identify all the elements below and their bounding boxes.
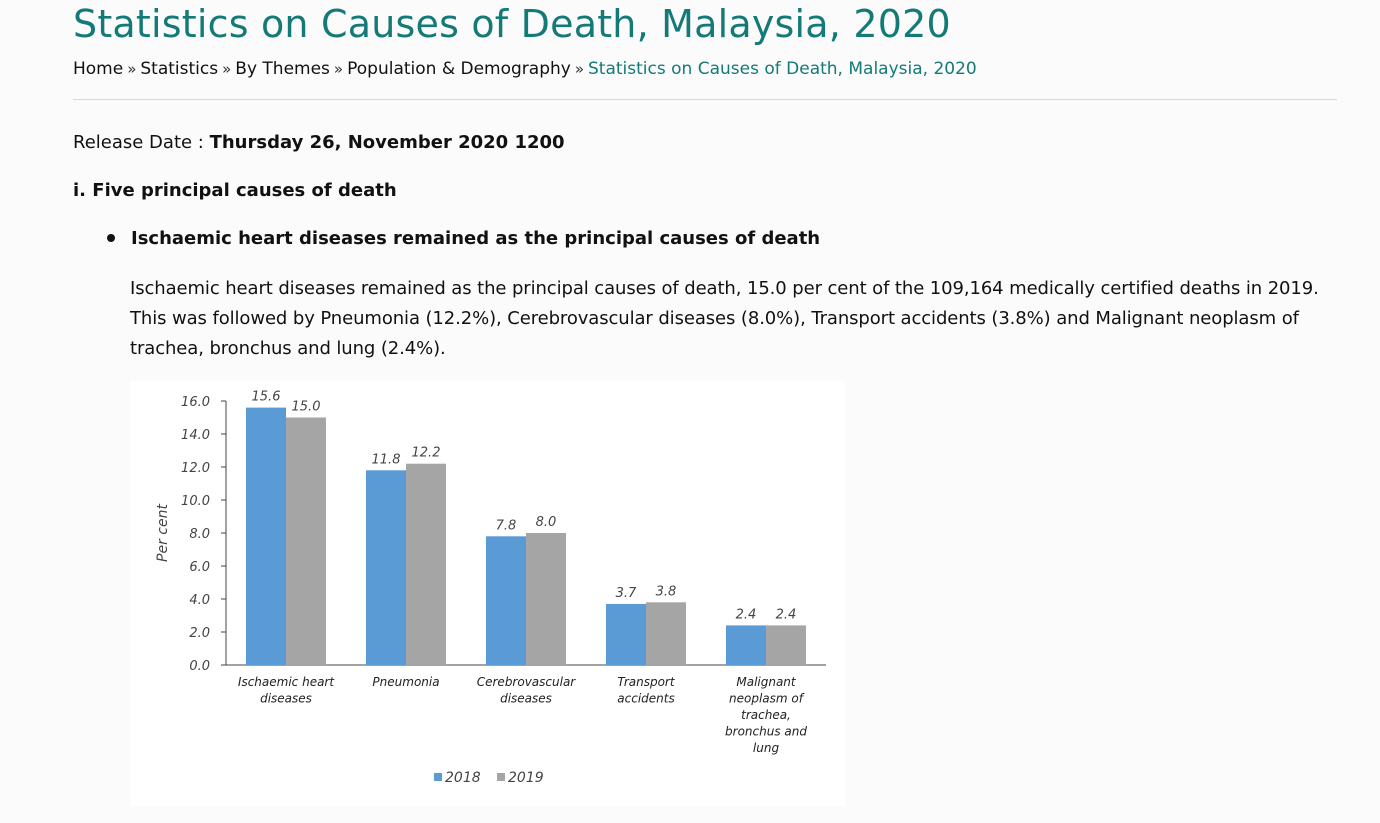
category-label: accidents [617,692,674,706]
bar-2018-3 [606,603,646,665]
bar-2019-3 [646,602,686,665]
y-tick-label: 6.0 [189,560,210,575]
release-date-label: Release Date : [73,132,210,153]
category-label: Cerebrovascular [477,675,577,689]
legend-swatch-2018 [434,773,442,781]
legend-swatch-2019 [497,773,505,781]
breadcrumb-current: Statistics on Causes of Death, Malaysia,… [588,59,977,79]
category-label: bronchus and [725,725,807,739]
causes-of-death-chart: 0.0 2.0 4.0 6.0 8.0 10.0 12.0 14.0 16.0 Per cent 1… [130,381,845,806]
bullet-text: Ischaemic heart diseases remained as the… [131,228,821,249]
header-divider [73,99,1337,100]
y-tick-label: 2.0 [189,626,210,641]
data-label: 8.0 [536,515,557,530]
breadcrumb-separator: » [222,60,232,78]
y-axis-title: Per cent [155,504,171,562]
category-label: diseases [500,692,552,706]
breadcrumb-home-link[interactable]: Home [73,59,124,79]
release-date: Release Date : Thursday 26, November 202… [73,132,565,153]
data-label: 3.7 [616,586,637,601]
y-tick-label: 10.0 [181,494,210,509]
breadcrumb-separator: » [333,60,344,78]
breadcrumb-separator: » [574,60,585,78]
breadcrumb-statistics-link[interactable]: Statistics [140,59,219,79]
data-label: 7.8 [496,518,517,533]
bar-2019-1 [406,463,446,665]
category-label: Pneumonia [372,675,439,689]
data-label: 2.4 [736,607,757,622]
bar-2019-0 [286,417,326,665]
section-heading: i. Five principal causes of death [73,180,397,201]
chart-svg: 0.0 2.0 4.0 6.0 8.0 10.0 12.0 14.0 16.0 Per cent 1… [155,390,826,786]
y-tick-label: 16.0 [181,395,210,410]
y-tick-label: 0.0 [189,659,210,674]
release-date-value: Thursday 26, November 2020 1200 [209,132,565,153]
bar-2018-0 [246,407,286,665]
data-label: 2.4 [776,607,797,622]
category-label: lung [753,741,780,755]
y-tick-label: 12.0 [181,461,210,476]
bullet-dot-icon [107,233,115,242]
bullet-item: Ischaemic heart diseases remained as the… [104,228,820,249]
data-label: 3.8 [656,584,677,599]
y-tick-label: 8.0 [189,527,210,542]
bar-2018-1 [366,470,406,665]
breadcrumb-separator: » [127,60,137,78]
category-label: neoplasm of [729,692,805,706]
bar-2019-4 [766,625,806,665]
category-label: Ischaemic heart [238,675,335,689]
breadcrumb-by-themes-link[interactable]: By Themes [235,59,330,79]
data-label: 15.6 [252,390,281,405]
legend-label: 2018 [445,770,481,786]
breadcrumb: Home» Statistics» By Themes» Population & D… [73,59,977,79]
bar-2018-4 [726,625,766,665]
page-title: Statistics on Causes of Death, Malaysia,… [73,2,951,46]
legend-label: 2019 [508,770,544,786]
category-label: diseases [260,692,312,706]
data-label: 11.8 [372,452,401,467]
data-label: 12.2 [412,446,441,461]
summary-paragraph: Ischaemic heart diseases remained as the… [130,278,1319,359]
bar-2018-2 [486,536,526,665]
category-label: trachea, [741,708,791,722]
bar-2019-2 [526,533,566,665]
breadcrumb-population-link[interactable]: Population & Demography [347,59,571,79]
category-label: Malignant [736,675,797,689]
y-tick-label: 4.0 [189,593,210,608]
data-label: 15.0 [292,400,321,415]
y-tick-label: 14.0 [181,428,210,443]
category-label: Transport [617,675,675,689]
